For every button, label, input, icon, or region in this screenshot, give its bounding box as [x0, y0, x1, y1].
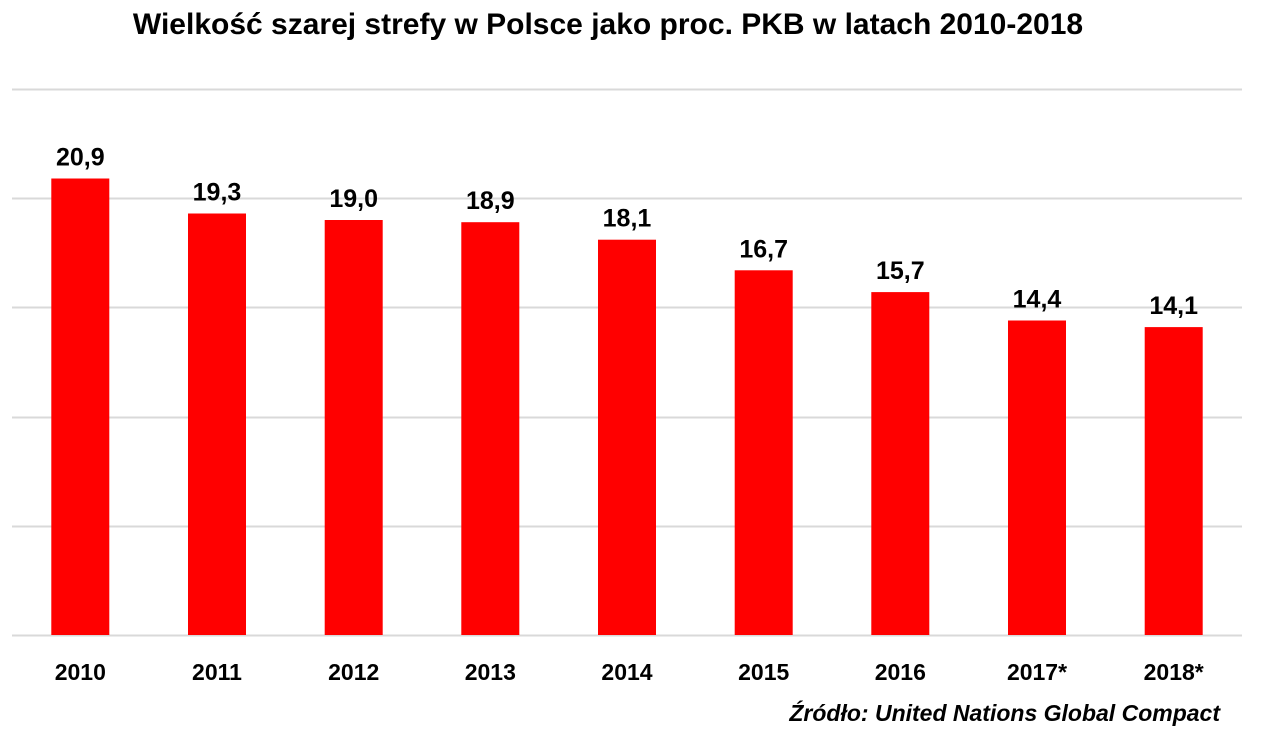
- bar-2011: [188, 213, 246, 635]
- bar-2018: [1144, 327, 1203, 635]
- x-tick-label: 2012: [328, 659, 379, 685]
- bars: [51, 178, 1203, 635]
- bar-2017: [1008, 320, 1066, 635]
- data-label: 15,7: [876, 257, 925, 285]
- x-tick-label: 2013: [465, 659, 516, 685]
- x-tick-label: 2014: [601, 659, 652, 685]
- data-label: 19,0: [329, 185, 378, 213]
- source-note: Źródło: United Nations Global Compact: [789, 700, 1220, 726]
- data-label: 19,3: [193, 179, 242, 207]
- bar-2012: [324, 220, 383, 635]
- bar-2010: [51, 178, 110, 635]
- x-tick-label: 2015: [738, 659, 789, 685]
- bar-2013: [461, 222, 520, 635]
- bar-2014: [598, 239, 656, 635]
- data-label: 20,9: [56, 144, 105, 172]
- data-label: 18,1: [603, 205, 652, 233]
- x-tick-label: 2016: [875, 659, 926, 685]
- chart-title: Wielkość szarej strefy w Polsce jako pro…: [132, 8, 1084, 41]
- x-axis-tick-labels: 2010 2011 2012 2013 2014 2015 2016 2017* 2018*: [55, 659, 1204, 685]
- data-label: 16,7: [739, 235, 788, 263]
- x-tick-label: 2011: [192, 659, 242, 685]
- bar-2015: [734, 270, 793, 635]
- x-tick-label: 2010: [55, 659, 106, 685]
- data-labels: 20,9 19,3 19,0 18,9 18,1 16,7 15,7 14,4 14,1: [56, 144, 1198, 321]
- x-tick-label: 2017*: [1007, 659, 1067, 685]
- data-label: 18,9: [466, 187, 515, 215]
- data-label: 14,4: [1013, 286, 1062, 314]
- bar-2016: [871, 292, 930, 635]
- x-tick-label: 2018*: [1144, 659, 1204, 685]
- data-label: 14,1: [1149, 292, 1198, 320]
